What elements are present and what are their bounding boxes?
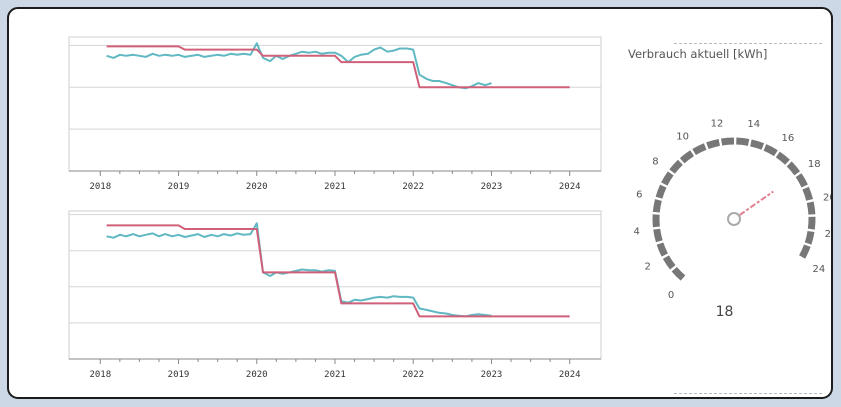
gauge-tick-label: 22	[825, 229, 833, 240]
gauge-arc-segment	[652, 199, 662, 213]
gauge-arc-segment	[655, 184, 667, 199]
x-tick-label: 2021	[324, 370, 346, 380]
gauge-arc-segment	[804, 230, 815, 245]
current-consumption-gauge: Verbrauch aktuell [kWh] 0 2 4 6 8 10 12 14 16 18 2…	[614, 39, 833, 397]
x-tick-label: 2019	[168, 370, 190, 380]
gauge-arc-segment	[786, 161, 801, 176]
gauge-tick-label: 14	[747, 119, 760, 130]
main-consumption-chart: 20.00040.00060.0002018201920202021202220…	[68, 36, 602, 192]
x-tick-label: 2023	[481, 370, 503, 380]
x-tick-label: 2019	[168, 182, 190, 192]
gauge-arc-segment	[736, 137, 750, 146]
x-tick-label: 2018	[89, 182, 111, 192]
target-series-line	[106, 45, 570, 89]
gauge-value: 18	[715, 304, 734, 320]
x-tick-label: 2020	[246, 370, 268, 380]
x-tick-label: 2022	[402, 370, 424, 380]
gauge-tick-label: 8	[652, 157, 658, 168]
gauge-arc-segment	[802, 186, 813, 201]
gauge-arc-segment	[750, 139, 765, 150]
gauge-arc-segment	[806, 201, 816, 215]
gauge-bottom-divider	[674, 393, 822, 394]
gauge-arc-segment	[669, 159, 683, 174]
gauge-tick-label: 16	[782, 133, 795, 144]
gauge-arc-segment	[721, 137, 735, 146]
gauge-arc-segment	[692, 143, 707, 156]
gauge-arc-segment	[706, 138, 721, 150]
gauge-title: Verbrauch aktuell [kWh]	[628, 47, 768, 61]
gauge-tick-label: 12	[711, 119, 724, 130]
gauge-tick-label: 24	[813, 264, 826, 275]
x-tick-label: 2021	[324, 182, 346, 192]
gauge-needle	[739, 190, 774, 216]
x-tick-label: 2018	[89, 370, 111, 380]
target-series-line	[106, 224, 570, 318]
gauge-arc-segment	[795, 173, 808, 188]
secondary-consumption-chart: 5.00010.00015.00020.00020182019202020212…	[68, 210, 602, 380]
gauge-arc-segment	[662, 255, 676, 270]
gauge-arc-segment	[671, 266, 686, 281]
x-tick-label: 2022	[402, 182, 424, 192]
gauge-arc-segment	[807, 216, 816, 230]
actual-series-line	[106, 42, 492, 90]
gauge-arc-segment	[661, 171, 674, 186]
gauge-arc-segment	[653, 228, 663, 243]
gauge-tick-label: 4	[634, 226, 640, 237]
x-tick-label: 2024	[559, 182, 581, 192]
gauge-top-divider	[674, 43, 822, 44]
gauge-arc-segment	[763, 144, 778, 157]
gauge-arc-segment	[799, 244, 811, 259]
gauge-tick-label: 0	[668, 290, 674, 301]
gauge-dial: 024681012141618202224	[634, 119, 833, 302]
gauge-arc-segment	[679, 150, 695, 164]
plot-area	[68, 36, 602, 172]
x-tick-label: 2023	[481, 182, 503, 192]
gauge-tick-label: 6	[636, 190, 642, 201]
dashboard-panel: 20.00040.00060.0002018201920202021202220…	[7, 7, 833, 399]
actual-series-line	[106, 222, 492, 318]
gauge-tick-label: 2	[645, 262, 651, 273]
gauge-tick-label: 20	[823, 192, 833, 203]
gauge-arc-segment	[656, 242, 668, 257]
gauge-hub	[727, 212, 741, 226]
gauge-tick-label: 10	[676, 132, 689, 143]
gauge-arc-segment	[775, 151, 790, 165]
x-tick-label: 2020	[246, 182, 268, 192]
x-tick-label: 2024	[559, 370, 581, 380]
gauge-tick-label: 18	[808, 159, 821, 170]
